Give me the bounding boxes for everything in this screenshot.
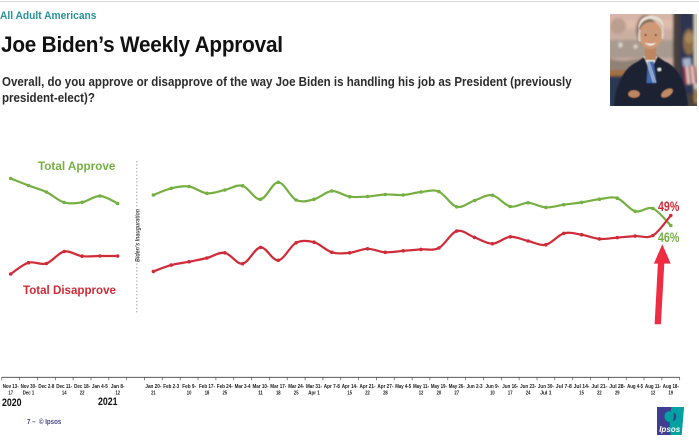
svg-text:Jun 9-: Jun 9-	[486, 384, 500, 390]
svg-text:May 11-: May 11-	[413, 384, 429, 390]
svg-text:18: 18	[205, 391, 210, 397]
svg-text:10: 10	[490, 391, 495, 397]
svg-text:25: 25	[294, 391, 299, 397]
svg-text:Mar 10-: Mar 10-	[253, 384, 269, 390]
svg-text:11: 11	[258, 391, 263, 397]
svg-text:12: 12	[419, 391, 424, 397]
svg-text:Biden’s Inauguration: Biden’s Inauguration	[134, 209, 141, 262]
svg-text:12: 12	[116, 391, 121, 397]
svg-text:Jan 8-: Jan 8-	[111, 384, 125, 390]
svg-text:Jun 2-3: Jun 2-3	[467, 384, 483, 390]
svg-text:28: 28	[383, 391, 388, 397]
svg-text:Dec 18-: Dec 18-	[74, 384, 90, 390]
svg-text:Mar 3-4: Mar 3-4	[235, 384, 251, 390]
svg-text:Jan 20-: Jan 20-	[145, 384, 161, 390]
svg-text:20: 20	[437, 391, 442, 397]
svg-text:Jun 23-: Jun 23-	[520, 384, 536, 390]
svg-text:Jul 21-: Jul 21-	[591, 384, 607, 390]
svg-text:12: 12	[651, 391, 656, 397]
svg-text:Jul 1: Jul 1	[540, 391, 552, 397]
svg-text:Apr 27-: Apr 27-	[377, 384, 393, 390]
svg-text:Apr 7-8: Apr 7-8	[324, 384, 340, 390]
svg-text:17: 17	[8, 391, 13, 397]
svg-text:22: 22	[365, 391, 370, 397]
svg-text:Apr 14-: Apr 14-	[342, 384, 358, 390]
svg-text:Jul 14-: Jul 14-	[574, 384, 590, 390]
svg-text:25: 25	[223, 391, 228, 397]
svg-text:18: 18	[276, 391, 281, 397]
svg-text:15: 15	[347, 391, 352, 397]
svg-text:Nov 30-: Nov 30-	[21, 384, 37, 390]
svg-text:Apr 21-: Apr 21-	[360, 384, 376, 390]
svg-text:21: 21	[151, 391, 156, 397]
svg-text:Dec 11-: Dec 11-	[56, 384, 72, 390]
svg-text:Ipsos: Ipsos	[659, 424, 680, 434]
svg-text:14: 14	[62, 391, 67, 397]
svg-text:10: 10	[187, 391, 192, 397]
svg-text:Jul 28-: Jul 28-	[609, 384, 625, 390]
svg-text:Jun 16-: Jun 16-	[502, 384, 518, 390]
svg-text:May 19-: May 19-	[431, 384, 447, 390]
svg-text:27: 27	[454, 391, 459, 397]
svg-text:Aug 4-5: Aug 4-5	[627, 384, 643, 390]
svg-text:Apr 1: Apr 1	[308, 391, 319, 397]
svg-text:Jan 4-5: Jan 4-5	[92, 384, 108, 390]
svg-text:Feb 2-3: Feb 2-3	[163, 384, 179, 390]
svg-text:Feb 24-: Feb 24-	[217, 384, 233, 390]
svg-text:17: 17	[508, 391, 513, 397]
svg-text:May 4-5: May 4-5	[395, 384, 411, 390]
svg-text:15: 15	[579, 391, 584, 397]
svg-text:Dec 1: Dec 1	[23, 391, 34, 397]
svg-text:May 26-: May 26-	[449, 384, 465, 390]
svg-text:22: 22	[597, 391, 602, 397]
svg-text:Feb 9-: Feb 9-	[182, 384, 196, 390]
svg-text:Aug 11-: Aug 11-	[645, 384, 661, 390]
svg-text:Jul 7-8: Jul 7-8	[556, 384, 572, 390]
svg-text:Feb 17-: Feb 17-	[199, 384, 215, 390]
svg-text:Mar 17-: Mar 17-	[270, 384, 286, 390]
svg-text:Dec 2-8: Dec 2-8	[38, 384, 54, 390]
svg-text:22: 22	[80, 391, 85, 397]
svg-text:Mar 31-: Mar 31-	[306, 384, 322, 390]
svg-text:19: 19	[669, 391, 674, 397]
svg-text:Jun 30-: Jun 30-	[538, 384, 554, 390]
svg-text:Aug 18-: Aug 18-	[663, 384, 679, 390]
svg-text:24: 24	[526, 391, 531, 397]
svg-text:Mar 24-: Mar 24-	[288, 384, 304, 390]
svg-text:Nov 13-: Nov 13-	[3, 384, 19, 390]
svg-text:29: 29	[615, 391, 620, 397]
